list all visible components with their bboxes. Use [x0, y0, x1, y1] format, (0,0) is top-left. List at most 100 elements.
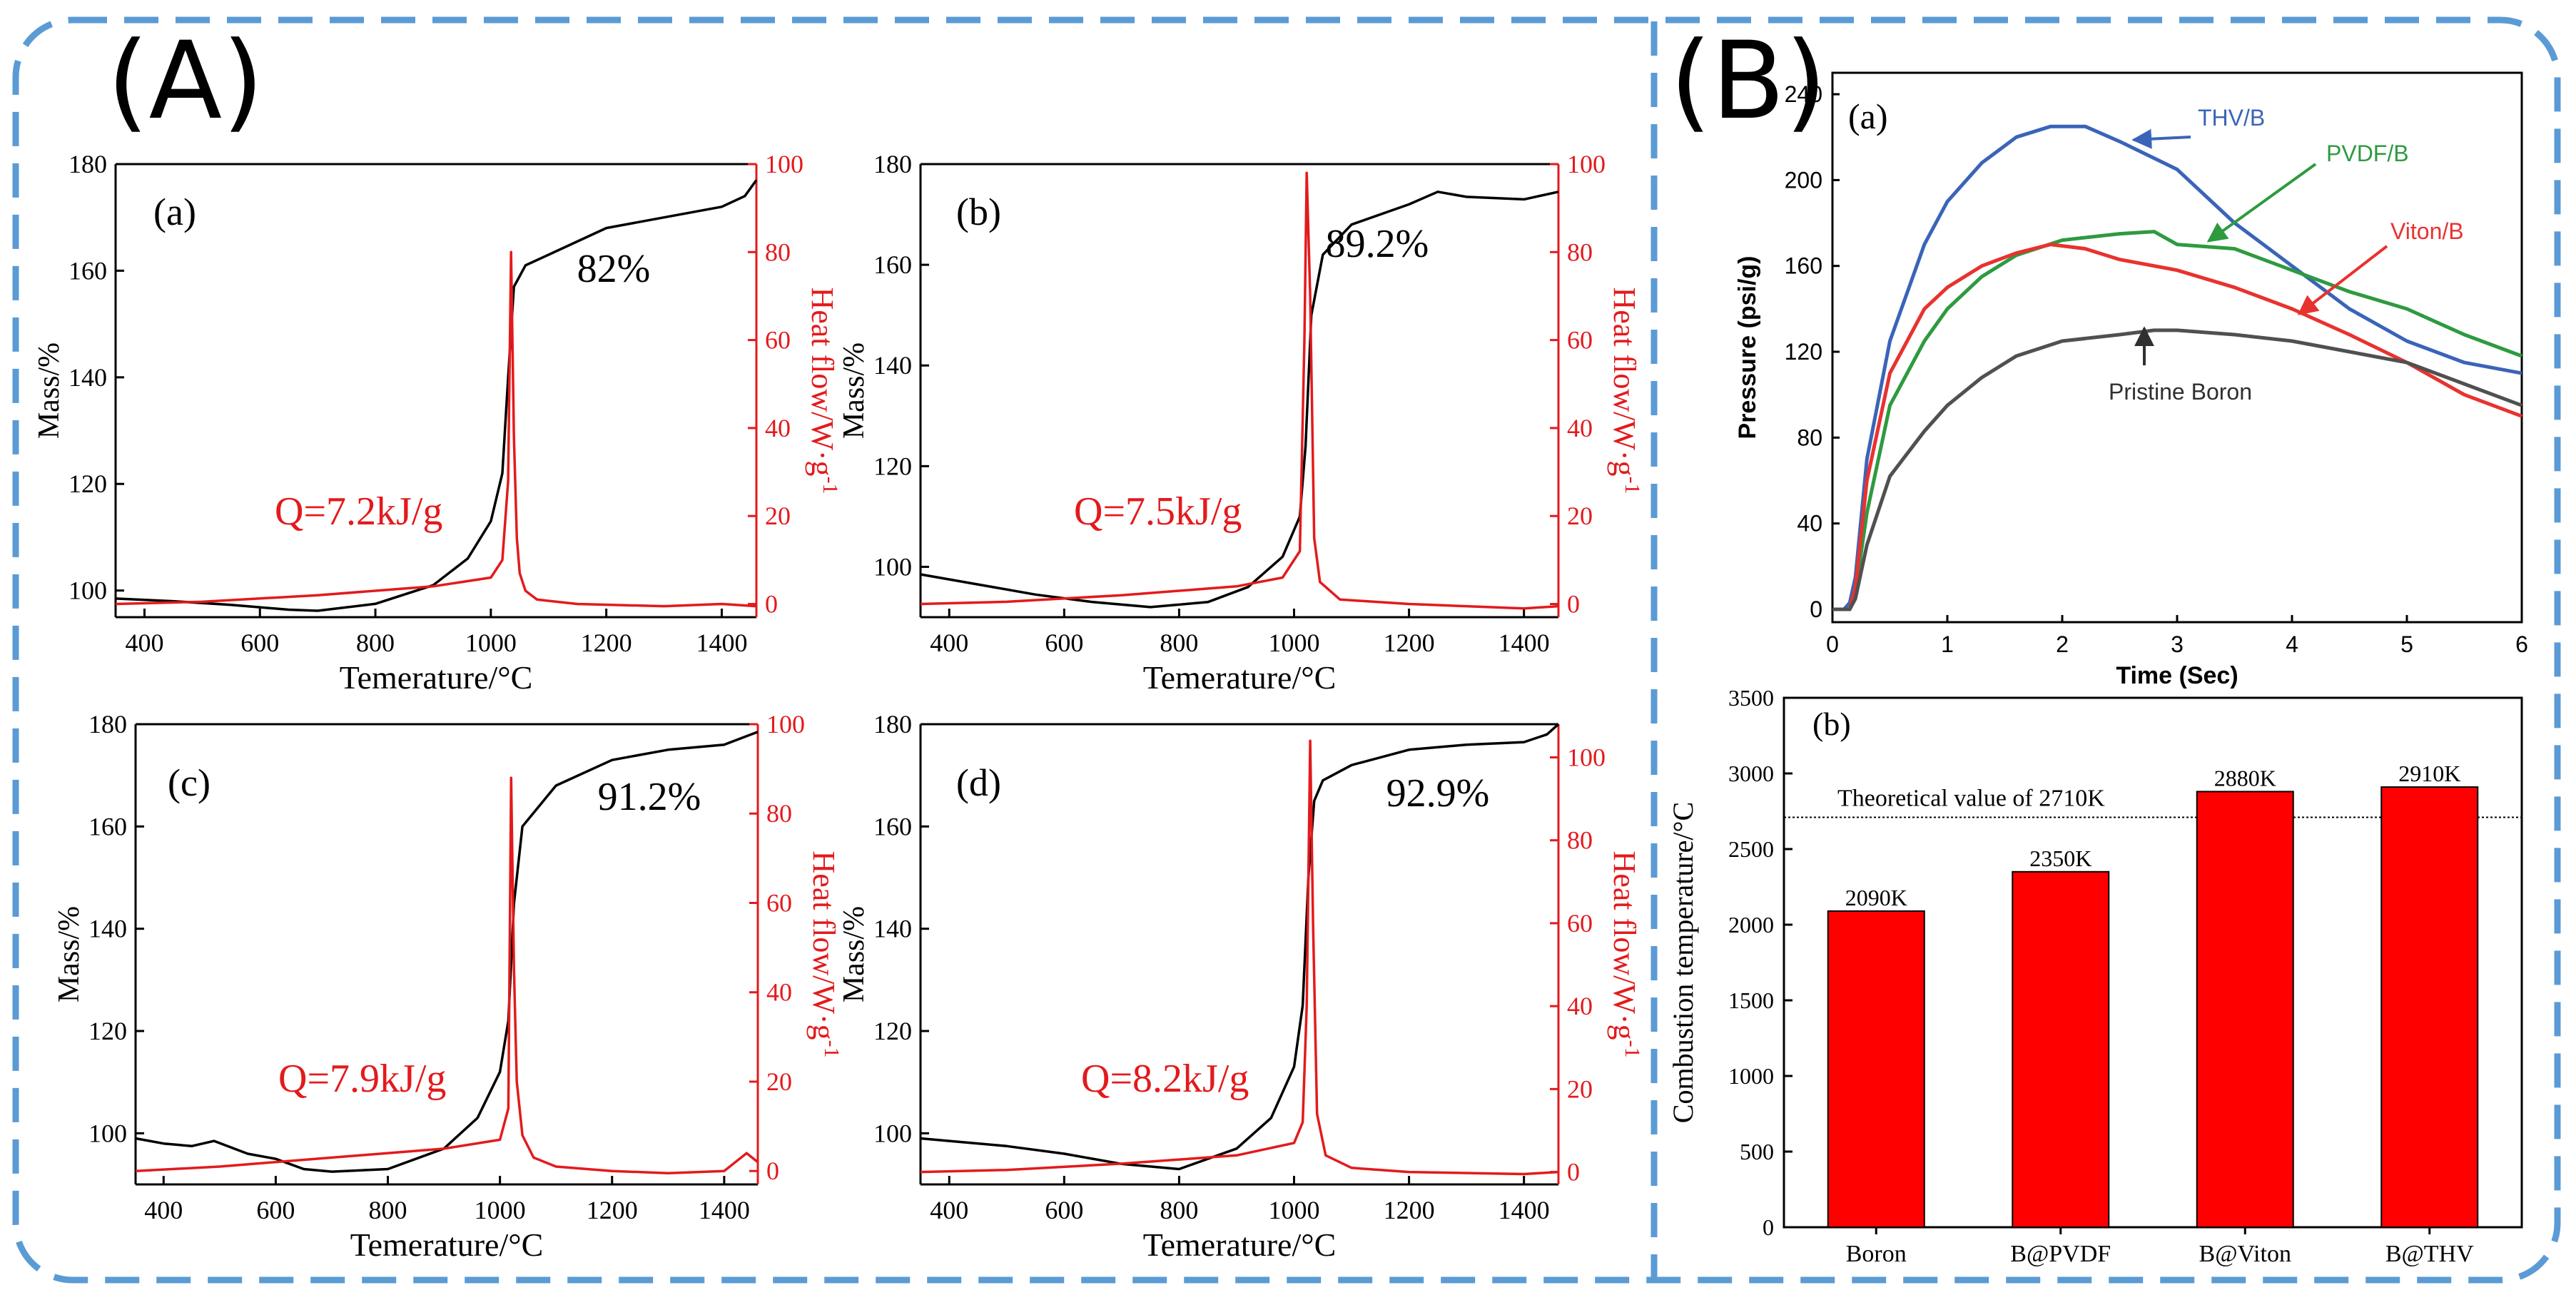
y2-axis-title: Heat flow/W·g-1: [1607, 850, 1644, 1057]
y2-tick-label: 40: [1567, 414, 1593, 442]
x-tick-label: 2: [2056, 631, 2069, 657]
y2-tick-label: 80: [766, 799, 792, 828]
bar-value-label: 2880K: [2214, 765, 2276, 791]
x-tick-label: 600: [240, 629, 279, 657]
y-tick-label: 100: [873, 1119, 912, 1147]
plot-frame: [1831, 71, 2523, 624]
y2-tick-label: 20: [1567, 1075, 1593, 1103]
y-tick-label: 120: [873, 452, 912, 480]
x-tick-label: 800: [1160, 1196, 1198, 1224]
conversion-percent: 82%: [577, 247, 651, 291]
y-tick-label: 180: [69, 150, 107, 178]
x-tick-label: 800: [369, 1196, 407, 1224]
x-tick-label: 6: [2515, 631, 2528, 657]
x-tick-label: 0: [1826, 631, 1839, 657]
pressure-chart: 0 1 2 3 4 5 6 0 40 80 120 160 200 240 Time (Sec) Pressu…: [1734, 71, 2528, 689]
conversion-percent: 92.9%: [1386, 771, 1490, 816]
y2-tick-label: 100: [1567, 150, 1606, 178]
dsc-chart-b: 400 600 800 1000 1200 1400 100 120 140 160 180 0 20 4…: [838, 150, 1644, 696]
y-tick-label: 160: [873, 250, 912, 279]
series-line-viton-b: [1832, 243, 2522, 611]
x-tick-label: 600: [1045, 629, 1083, 657]
mass-line: [115, 179, 758, 612]
y-axis-title: Mass/%: [838, 906, 871, 1002]
y2-axis-title: Heat flow/W·g-1: [806, 850, 843, 1057]
heat-flow-line: [115, 250, 757, 608]
y-tick-label: 1500: [1728, 987, 1774, 1013]
y2-tick-label: 60: [765, 326, 791, 355]
y-axis-title: Mass/%: [33, 342, 66, 439]
y2-tick-label: 40: [765, 414, 791, 442]
x-tick-label: 800: [356, 629, 395, 657]
mass-line: [920, 191, 1559, 609]
y2-tick-label: 100: [1567, 743, 1606, 771]
y-tick-label: 120: [69, 469, 107, 498]
pvdf-arrow: [2206, 163, 2317, 243]
y-tick-label: 140: [873, 915, 912, 943]
panel-b-label: (B): [1670, 19, 1827, 143]
heat-annotation: Q=7.5kJ/g: [1074, 489, 1242, 534]
y2-tick-label: 100: [766, 710, 805, 738]
conversion-percent: 89.2%: [1326, 222, 1429, 266]
x-tick-label: 1000: [1269, 1196, 1320, 1224]
y2-tick-label: 20: [766, 1067, 792, 1096]
x-tick-label: 4: [2286, 631, 2298, 657]
y2-tick-label: 0: [1567, 1158, 1580, 1187]
y-tick-label: 0: [1810, 596, 1822, 622]
y-tick-label: 180: [873, 710, 912, 738]
y2-tick-label: 40: [1567, 992, 1593, 1020]
x-tick-label: 3: [2171, 631, 2184, 657]
x-tick-label: 400: [144, 1196, 183, 1224]
heat-annotation: Q=7.9kJ/g: [278, 1057, 446, 1101]
y2-tick-label: 60: [766, 888, 792, 917]
mass-line: [135, 731, 759, 1173]
y2-tick-label: 80: [1567, 238, 1593, 266]
x-tick-label: 1200: [587, 1196, 638, 1224]
category-label: B@PVDF: [2010, 1241, 2111, 1267]
heat-flow-line: [920, 171, 1559, 610]
bar-b-thv: [2380, 786, 2479, 1228]
y2-tick-label: 40: [766, 978, 792, 1007]
y-tick-label: 1000: [1728, 1063, 1774, 1089]
x-tick-label: 1200: [1384, 1196, 1435, 1224]
y2-tick-label: 100: [765, 150, 803, 178]
y-tick-label: 2500: [1728, 836, 1774, 862]
x-tick-label: 5: [2400, 631, 2413, 657]
x-axis-title: Temerature/°C: [340, 659, 533, 696]
x-tick-label: 400: [125, 629, 163, 657]
dsc-chart-a: 400 600 800 1000 1200 1400 100 120 140 160 180 0 20 4…: [33, 150, 842, 696]
y-tick-label: 100: [69, 577, 107, 605]
category-label: B@THV: [2385, 1241, 2474, 1267]
y-tick-label: 160: [873, 812, 912, 841]
y2-tick-label: 0: [1567, 590, 1580, 619]
bar-b-pvdf: [2012, 870, 2110, 1229]
theoretical-label: Theoretical value of 2710K: [1837, 785, 2105, 811]
combustion-bar-chart: 0 500 1000 1500 2000 2500 3000 3500 Combustion t…: [1667, 685, 2523, 1267]
y-tick-label: 140: [69, 363, 107, 392]
thv-label: THV/B: [2198, 105, 2265, 131]
category-label: Boron: [1846, 1241, 1907, 1267]
x-tick-label: 800: [1160, 629, 1198, 657]
bar-value-label: 2090K: [1845, 885, 1907, 910]
viton-label: Viton/B: [2390, 218, 2464, 244]
y2-axis-title: Heat flow/W·g-1: [1607, 287, 1644, 494]
y-tick-label: 3500: [1728, 685, 1774, 711]
x-tick-label: 1400: [1499, 1196, 1550, 1224]
x-tick-label: 1: [1941, 631, 1954, 657]
category-label: B@Viton: [2199, 1241, 2291, 1267]
y2-tick-label: 20: [1567, 502, 1593, 530]
x-tick-label: 1400: [1499, 629, 1550, 657]
y2-tick-label: 0: [765, 590, 778, 619]
x-axis-title: Temerature/°C: [1143, 1227, 1337, 1263]
x-tick-label: 600: [1045, 1196, 1083, 1224]
y-tick-label: 100: [873, 552, 912, 581]
pvdf-label: PVDF/B: [2326, 141, 2409, 166]
y-tick-label: 40: [1797, 511, 1822, 537]
y-axis-title: Pressure (psi/g): [1734, 256, 1761, 440]
x-tick-label: 400: [930, 1196, 968, 1224]
subplot-label: (c): [168, 761, 211, 804]
heat-flow-line: [920, 739, 1559, 1176]
bar-value-label: 2350K: [2029, 845, 2091, 871]
y-tick-label: 120: [1785, 339, 1822, 365]
pristine-label: Pristine Boron: [2109, 379, 2252, 405]
